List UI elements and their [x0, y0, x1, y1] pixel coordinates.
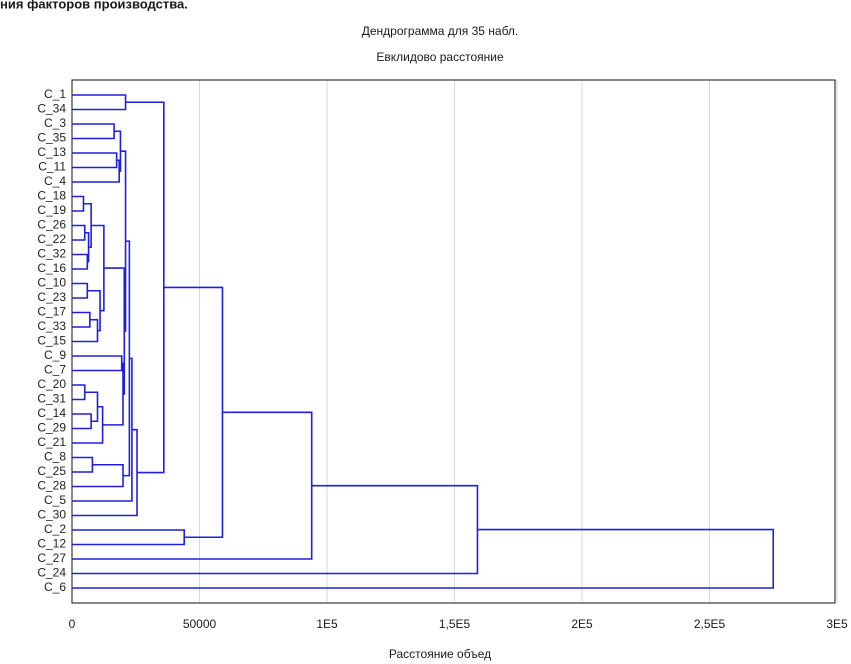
x-tick-label: 3E5	[826, 617, 848, 631]
dendrogram-link	[72, 282, 89, 299]
dendrogram-link	[102, 362, 124, 426]
leaf-label: C_10	[37, 276, 66, 290]
leaf-label: C_35	[37, 131, 66, 145]
leaf-label: C_8	[44, 450, 66, 464]
dendrogram-link	[72, 195, 85, 212]
page-header: ния факторов производства.	[0, 0, 188, 11]
plot-frame	[71, 79, 836, 604]
leaf-label: C_32	[37, 247, 66, 261]
chart-subtitle: Евклидово расстояние	[376, 50, 504, 64]
leaf-label: C_5	[44, 493, 66, 507]
dendrogram-link	[72, 152, 118, 169]
leaf-label: C_25	[37, 464, 66, 478]
leaf-label: C_15	[37, 334, 66, 348]
leaf-label: C_33	[37, 319, 66, 333]
leaf-label: C_22	[37, 232, 66, 246]
dendrogram-link	[72, 529, 185, 546]
leaf-label: C_18	[37, 189, 66, 203]
leaf-label: C_9	[44, 348, 66, 362]
leaf-label: C_12	[37, 537, 66, 551]
leaf-label: C_20	[37, 377, 66, 391]
leaf-label: C_28	[37, 479, 66, 493]
leaf-label: C_23	[37, 290, 66, 304]
dendrogram-link	[72, 384, 86, 401]
x-tick-label: 2,5E5	[694, 617, 726, 631]
x-axis-label: Расстояние объед	[389, 647, 491, 661]
leaf-label: C_16	[37, 261, 66, 275]
leaf-label: C_19	[37, 203, 66, 217]
leaf-label: C_26	[37, 218, 66, 232]
x-tick-label: 1E5	[316, 617, 338, 631]
leaf-label: C_11	[38, 160, 66, 174]
dendrogram-link	[72, 123, 115, 140]
dendrogram-link	[120, 150, 127, 332]
dendrogram-link	[72, 413, 92, 430]
leaf-label: C_17	[37, 305, 66, 319]
dendrogram-link	[103, 267, 126, 395]
x-tick-label: 2E5	[571, 617, 593, 631]
leaf-label: C_7	[44, 363, 66, 377]
leaf-label: C_14	[37, 406, 66, 420]
dendrogram-link	[72, 253, 89, 270]
x-tick-label: 1,5E5	[439, 617, 471, 631]
dendrogram-link	[91, 224, 105, 312]
dendrogram-link	[163, 286, 224, 539]
leaf-label: C_27	[37, 551, 66, 565]
dendrogram-link	[72, 224, 86, 241]
leaf-label: C_31	[37, 392, 66, 406]
leaf-label: C_30	[37, 508, 66, 522]
dendrogram-link	[72, 318, 99, 343]
x-tick-label: 0	[69, 617, 76, 631]
leaf-label: C_34	[37, 102, 66, 116]
dendrogram-link	[72, 355, 123, 372]
dendrogram-link	[72, 463, 124, 488]
leaf-label: C_24	[37, 566, 66, 580]
dendrogram-link	[72, 94, 127, 111]
dendrogram-link	[72, 311, 91, 328]
leaf-label: C_29	[37, 421, 66, 435]
x-tick-label: 50000	[183, 617, 217, 631]
leaf-label: C_21	[37, 435, 66, 449]
dendrogram-link	[72, 159, 120, 183]
chart-title: Дендрограмма для 35 набл.	[362, 24, 519, 38]
leaf-label: C_13	[37, 145, 66, 159]
leaf-label: C_4	[44, 174, 66, 188]
leaf-label: C_3	[44, 116, 66, 130]
leaf-label: C_2	[44, 522, 66, 536]
dendrogram-link	[72, 456, 94, 473]
leaf-label: C_6	[44, 580, 66, 594]
leaf-label: C_1	[44, 87, 66, 101]
dendrogram-link	[72, 528, 775, 589]
